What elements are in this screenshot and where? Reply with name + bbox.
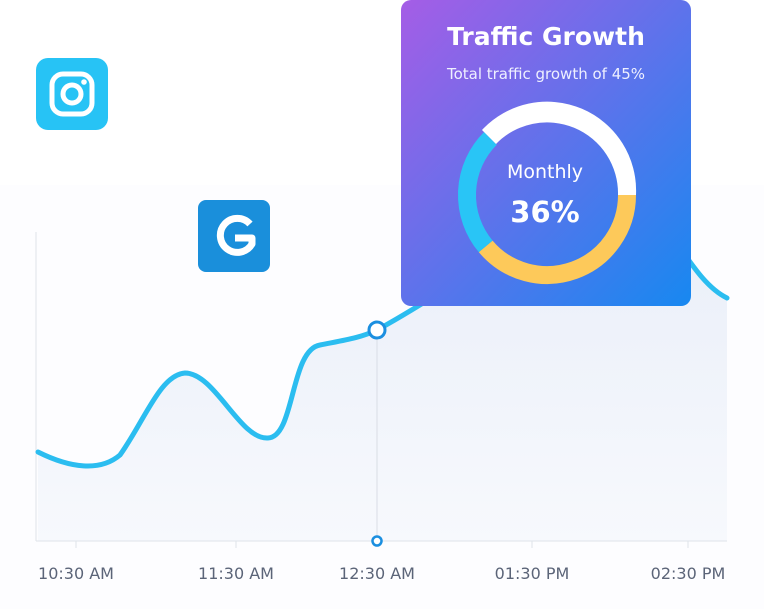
- x-tick-label: 01:30 PM: [495, 564, 570, 583]
- donut-label: Monthly: [507, 161, 583, 183]
- traffic-card: Traffic Growth Total traffic growth of 4…: [401, 0, 691, 306]
- card-title: Traffic Growth: [447, 22, 645, 51]
- axis-point[interactable]: [371, 535, 383, 547]
- x-tick-label: 11:30 AM: [198, 564, 274, 583]
- instagram-icon[interactable]: [36, 58, 108, 130]
- donut-segment: [478, 194, 636, 284]
- card-subtitle: Total traffic growth of 45%: [446, 65, 645, 83]
- donut-segment: [458, 132, 497, 253]
- google-icon[interactable]: [198, 200, 270, 272]
- x-tick-labels: 10:30 AM 11:30 AM 12:30 AM 01:30 PM 02:3…: [38, 564, 725, 583]
- donut-value: 36%: [510, 195, 579, 229]
- x-tick-label: 02:30 PM: [651, 564, 726, 583]
- x-tick-label: 12:30 AM: [339, 564, 415, 583]
- hover-point[interactable]: [367, 320, 387, 340]
- donut-segment: [482, 101, 637, 195]
- x-ticks: [75, 541, 689, 548]
- x-tick-label: 10:30 AM: [38, 564, 114, 583]
